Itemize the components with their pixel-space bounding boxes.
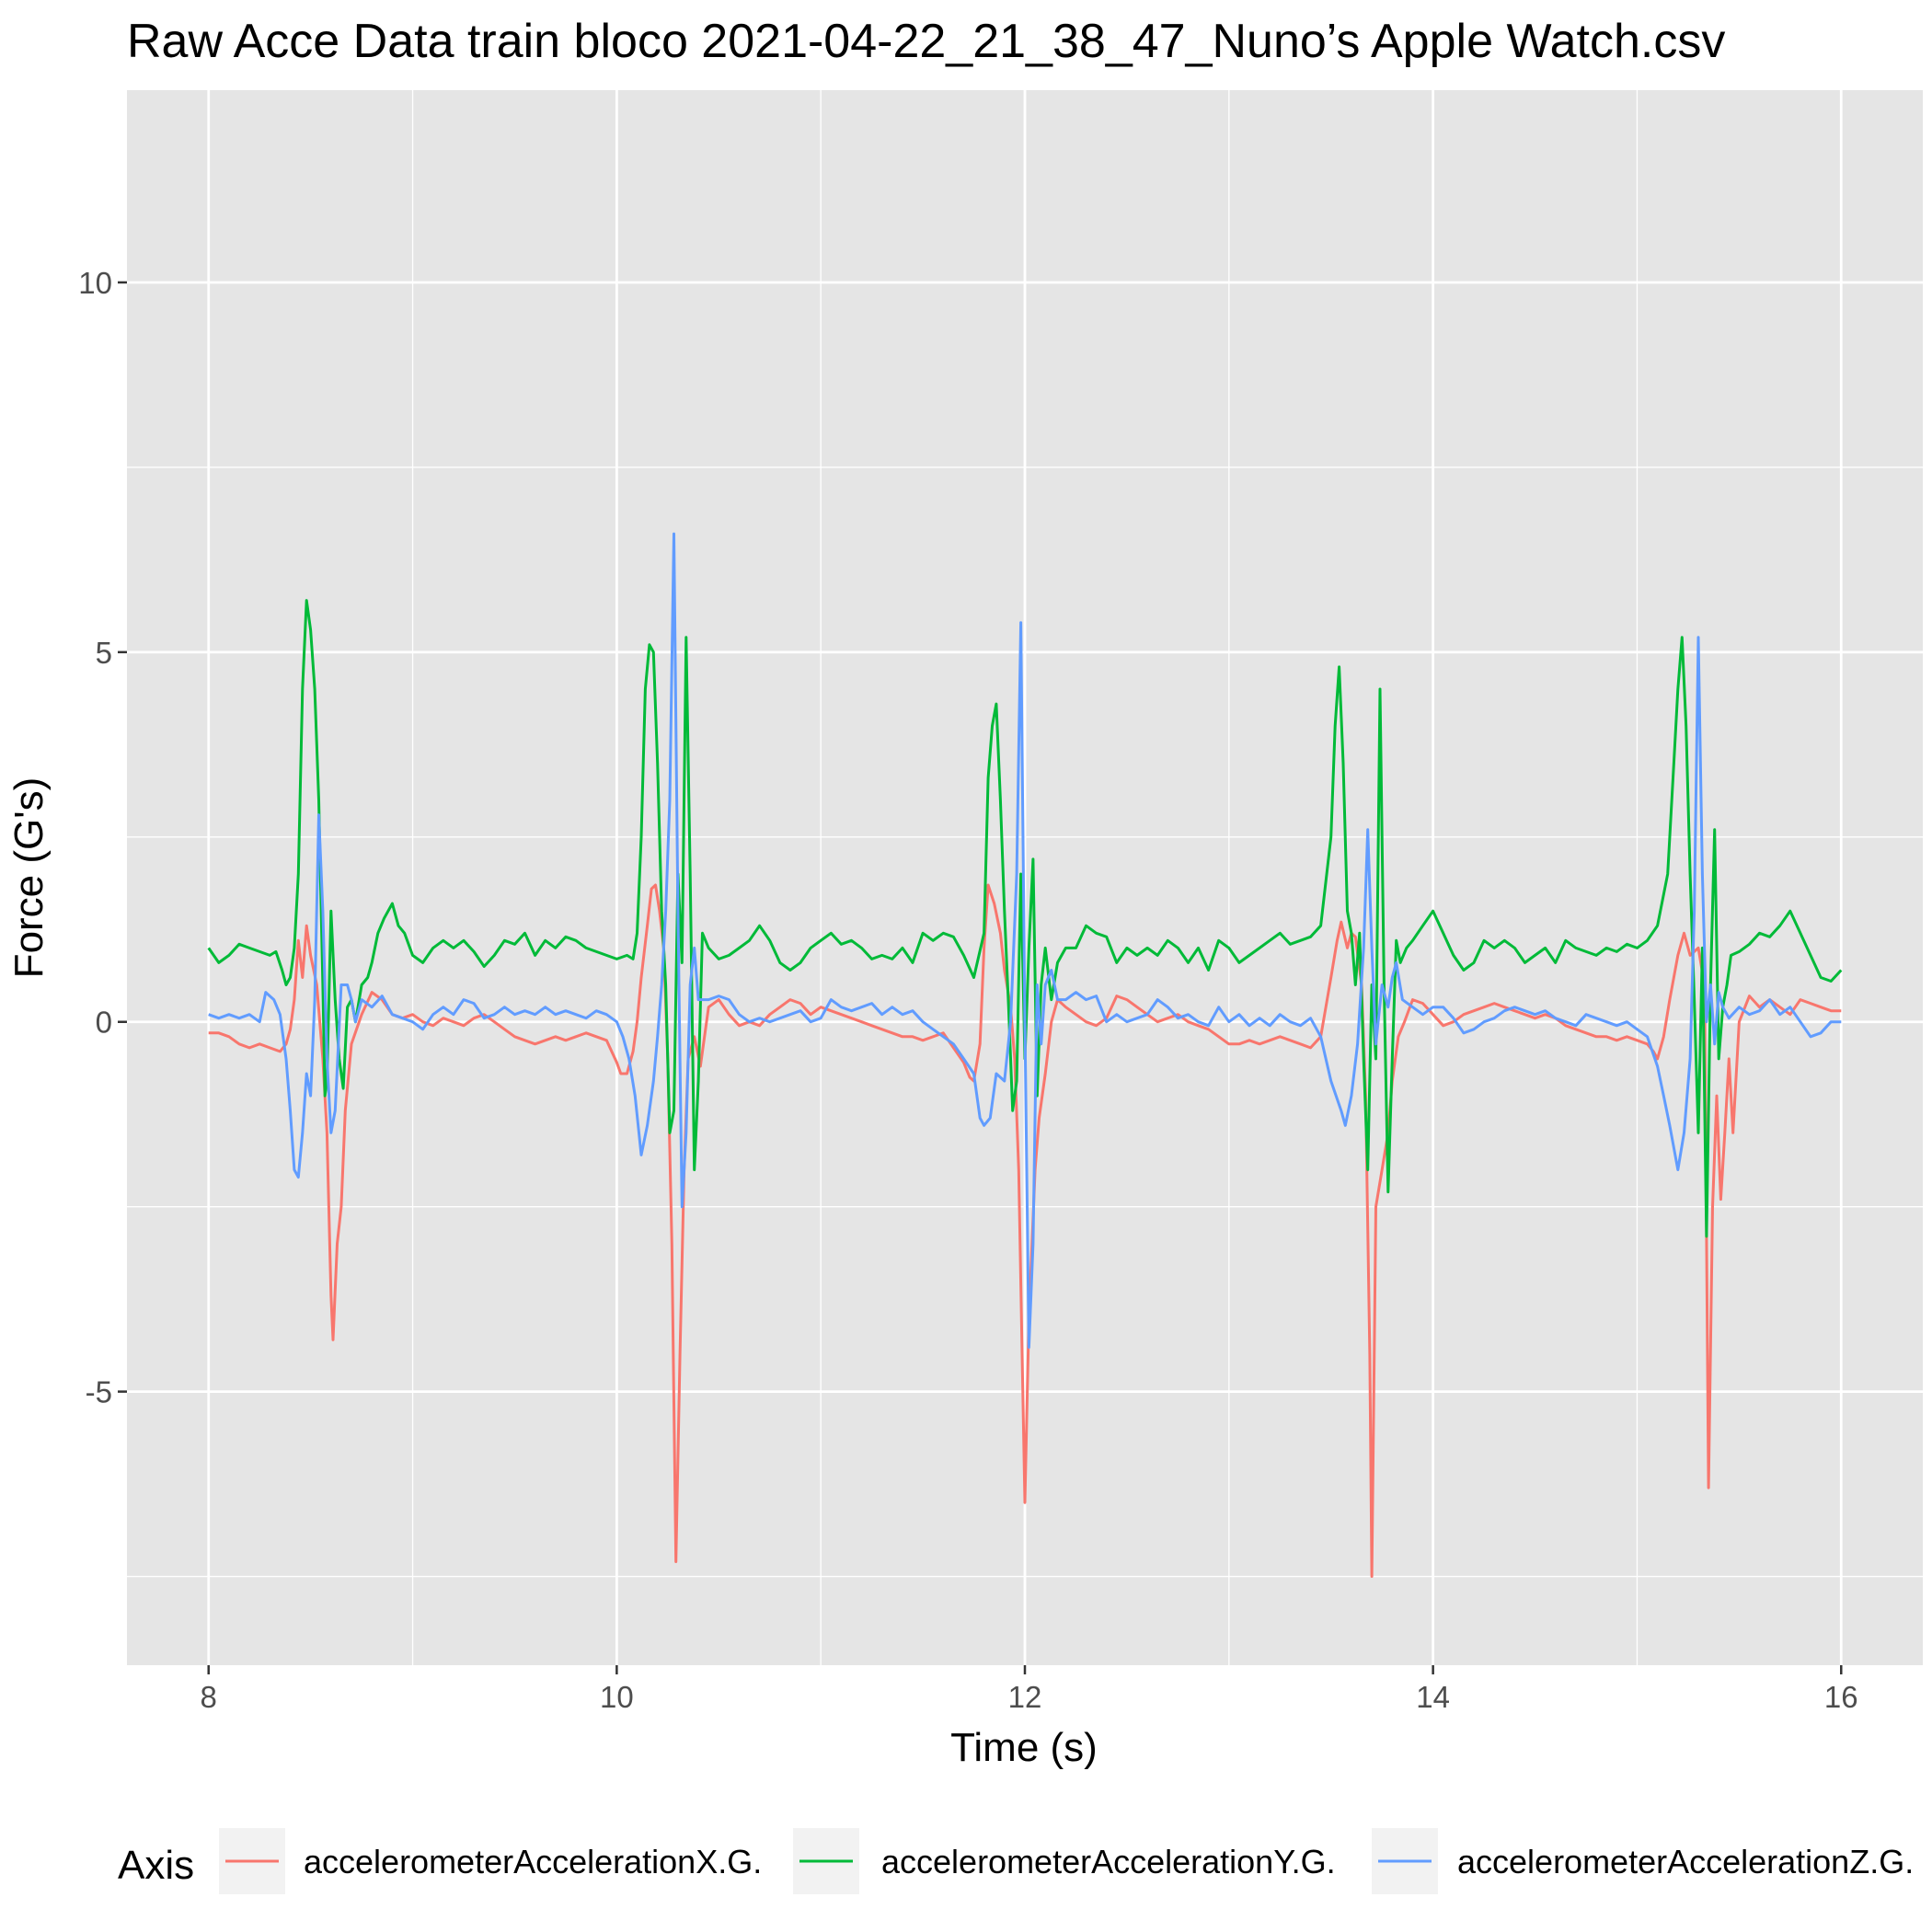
series-line-3: [208, 532, 1842, 1349]
x-tick-label: 8: [201, 1680, 217, 1714]
series-layer: [207, 532, 1843, 1578]
x-axis: 8 10 12 14 16: [201, 1665, 1858, 1714]
x-tick-label: 16: [1824, 1680, 1858, 1714]
y-tick-label: 0: [96, 1006, 112, 1040]
legend-label-1: accelerometerAccelerationX.G.: [304, 1843, 762, 1880]
x-axis-label: Time (s): [950, 1725, 1098, 1770]
y-tick-label: -5: [86, 1375, 112, 1409]
y-axis: -5 0 5 10: [78, 266, 127, 1409]
y-tick-label: 5: [96, 636, 112, 670]
x-tick-label: 12: [1008, 1680, 1042, 1714]
y-axis-label: Force (G's): [6, 777, 52, 979]
legend-label-3: accelerometerAccelerationZ.G.: [1457, 1843, 1914, 1880]
x-tick-label: 10: [600, 1680, 634, 1714]
chart-title: Raw Acce Data train bloco 2021-04-22_21_…: [127, 15, 1725, 68]
series-line-2: [207, 599, 1843, 1238]
legend-label-2: accelerometerAccelerationY.G.: [881, 1843, 1336, 1880]
y-tick-label: 10: [78, 266, 112, 300]
x-tick-label: 14: [1416, 1680, 1450, 1714]
legend-title: Axis: [118, 1843, 194, 1888]
legend: Axis accelerometerAccelerationX.G. accele…: [118, 1828, 1914, 1894]
legend-items: accelerometerAccelerationX.G. acceleromet…: [219, 1828, 1914, 1894]
